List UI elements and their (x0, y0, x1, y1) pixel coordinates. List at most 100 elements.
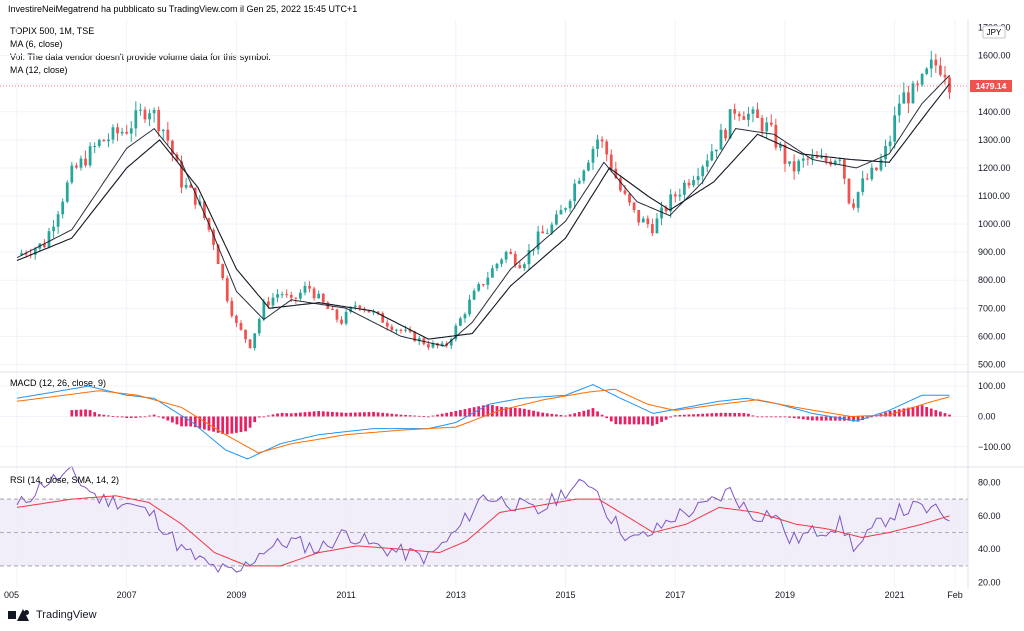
macd-histogram-bar (88, 410, 92, 417)
legend-volume[interactable]: Vol: The data vendor doesn't provide vol… (10, 52, 271, 62)
macd-histogram-bar (779, 416, 782, 418)
macd-histogram-bar (651, 416, 654, 426)
candle-body (756, 109, 759, 118)
macd-histogram-bar (632, 416, 636, 425)
macd-histogram-bar (641, 416, 645, 425)
price-y-tick: 700.00 (978, 303, 1006, 313)
candle-body (271, 297, 275, 306)
macd-histogram-bar (344, 412, 348, 417)
candle-body (440, 343, 444, 346)
macd-histogram-bar (861, 416, 865, 421)
macd-histogram-bar (262, 416, 266, 418)
macd-histogram-bar (856, 416, 860, 422)
candle-body (161, 129, 165, 132)
candle-body (390, 326, 394, 331)
price-legend: TOPIX 500, 1M, TSE MA (6, close) Vol: Th… (10, 26, 271, 75)
macd-histogram-bar (221, 416, 225, 434)
macd-histogram-bar (175, 416, 179, 425)
macd-histogram-bar (385, 413, 389, 417)
macd-histogram-bar (129, 416, 133, 418)
x-axis-label: 2009 (226, 590, 246, 600)
macd-histogram-bar (436, 414, 439, 417)
candle-body (335, 309, 339, 320)
candle-body (230, 301, 234, 316)
candle-body (925, 68, 929, 74)
macd-histogram-bar (623, 416, 627, 425)
macd-histogram-bar (833, 416, 837, 421)
macd-histogram-bar (532, 410, 535, 417)
candle-body (774, 124, 778, 148)
legend-symbol[interactable]: TOPIX 500, 1M, TSE (10, 26, 94, 36)
candle-body (769, 122, 773, 125)
candle-body (157, 109, 161, 132)
rsi-ma-line (16, 495, 950, 567)
candle-body (262, 301, 266, 320)
macd-histogram-bar (244, 416, 247, 432)
macd-histogram-bar (683, 414, 686, 417)
candle-body (541, 231, 545, 234)
candle-body (683, 182, 686, 195)
candle-body (509, 251, 513, 254)
macd-histogram-bar (303, 412, 307, 417)
macd-histogram-bar (70, 410, 74, 417)
macd-histogram-bar (253, 416, 257, 423)
currency-badge[interactable] (982, 25, 1006, 39)
macd-histogram-bar (408, 415, 412, 417)
macd-histogram-bar (765, 416, 769, 418)
macd-histogram-bar (143, 416, 147, 418)
candle-body (353, 305, 357, 308)
candle-body (879, 159, 883, 171)
legend-ma12[interactable]: MA (12, close) (10, 65, 68, 75)
candle-body (84, 158, 87, 166)
candle-body (152, 109, 156, 114)
candle-body (431, 343, 435, 348)
candle-body (367, 310, 371, 313)
candle-body (737, 113, 741, 117)
macd-histogram-bar (353, 412, 357, 417)
macd-histogram-bar (111, 416, 115, 417)
candle-body (248, 339, 252, 349)
candle-body (943, 74, 947, 78)
macd-histogram-bar (564, 415, 567, 417)
candle-body (929, 59, 933, 69)
candle-body (75, 165, 78, 168)
candle-body (532, 249, 535, 251)
candle-body (454, 325, 458, 340)
candle-body (655, 218, 659, 234)
candle-body (495, 263, 499, 269)
candle-body (472, 290, 476, 300)
macd-histogram-bar (577, 412, 581, 417)
legend-ma6[interactable]: MA (6, close) (10, 39, 63, 49)
candle-body (673, 194, 677, 197)
rsi-legend[interactable]: RSI (14, close, SMA, 14, 2) (10, 475, 119, 485)
last-price-badge (970, 80, 1012, 92)
tradingview-brand[interactable]: TradingView (8, 609, 97, 621)
macd-histogram-bar (555, 414, 558, 417)
candle-body (417, 338, 421, 342)
candle-body (619, 178, 622, 191)
candle-body (171, 140, 174, 155)
candle-body (116, 127, 119, 134)
macd-histogram-bar (134, 416, 138, 418)
macd-histogram-bar (678, 415, 682, 417)
macd-histogram-bar (248, 416, 252, 428)
macd-y-tick: −100.00 (978, 442, 1011, 452)
candle-body (779, 144, 782, 148)
macd-histogram-bar (513, 407, 517, 417)
candle-body (97, 139, 101, 146)
candle-body (427, 344, 430, 348)
candle-body (907, 92, 910, 104)
macd-histogram-bar (212, 416, 215, 432)
macd-histogram-bar (701, 413, 705, 417)
candle-body (331, 308, 334, 310)
candle-body (545, 232, 549, 234)
candle-body (221, 264, 225, 279)
macd-histogram-bar (724, 412, 727, 417)
candle-body (395, 329, 398, 331)
macd-legend[interactable]: MACD (12, 26, close, 9) (10, 378, 106, 388)
macd-histogram-bar (797, 416, 801, 419)
macd-histogram-bar (299, 412, 302, 417)
macd-histogram-bar (184, 416, 188, 427)
candle-body (897, 103, 901, 116)
